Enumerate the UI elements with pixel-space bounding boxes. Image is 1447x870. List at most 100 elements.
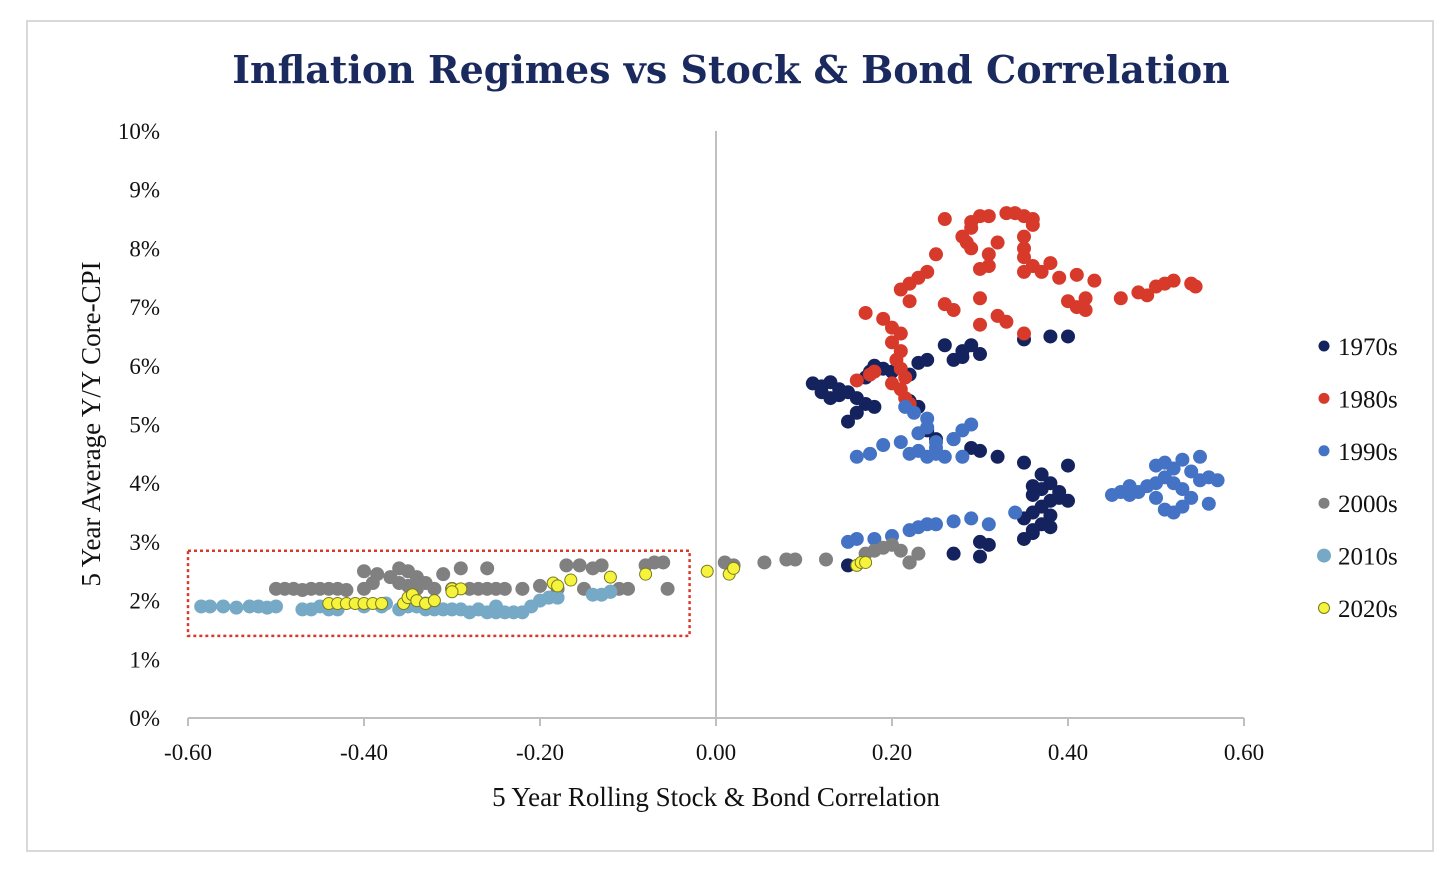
legend-marker	[1318, 392, 1330, 404]
data-point	[700, 564, 714, 578]
data-point	[1184, 464, 1199, 479]
data-point	[203, 599, 217, 614]
data-point	[1175, 499, 1190, 514]
data-point	[515, 581, 530, 596]
x-tick-label: 0.20	[872, 740, 912, 765]
y-tick-label: 2%	[129, 589, 160, 614]
data-point	[1017, 229, 1031, 244]
data-point	[990, 308, 1005, 323]
data-point	[1052, 485, 1067, 500]
data-point	[370, 567, 385, 582]
series-1990s	[841, 399, 1225, 549]
legend-marker	[1317, 548, 1331, 563]
data-point	[572, 558, 587, 573]
data-point	[1017, 250, 1031, 265]
data-point	[973, 317, 987, 332]
series-2020s	[322, 555, 873, 611]
data-point	[990, 235, 1005, 250]
data-point	[1052, 270, 1067, 285]
data-point	[867, 364, 882, 379]
data-point	[660, 581, 675, 596]
y-tick-label: 7%	[129, 295, 160, 320]
data-point	[1078, 303, 1093, 318]
data-point	[863, 446, 877, 461]
data-point	[911, 426, 926, 441]
data-point	[1201, 496, 1216, 511]
data-point	[656, 555, 671, 570]
data-point	[885, 335, 899, 350]
data-point	[964, 417, 979, 432]
data-point	[436, 567, 451, 582]
data-point	[858, 305, 873, 320]
x-axis-label: 5 Year Rolling Stock & Bond Correlation	[492, 782, 940, 812]
data-point	[497, 581, 512, 596]
data-point	[1087, 273, 1102, 288]
data-point	[893, 282, 908, 297]
data-point	[981, 209, 996, 224]
data-point	[1184, 490, 1199, 505]
data-point	[453, 561, 468, 576]
data-point	[1017, 264, 1031, 279]
data-point	[823, 391, 838, 406]
data-point	[964, 220, 979, 235]
y-tick-label: 6%	[129, 354, 160, 379]
legend-label: 2010s	[1338, 544, 1398, 571]
data-point	[375, 597, 389, 611]
data-point	[357, 564, 371, 579]
data-point	[849, 531, 864, 546]
data-point	[1061, 458, 1075, 473]
data-point	[885, 537, 899, 552]
data-point	[603, 584, 618, 599]
data-point	[902, 555, 917, 570]
chart-frame	[26, 20, 1434, 852]
data-point	[955, 349, 970, 364]
data-point	[1034, 264, 1049, 279]
data-point	[1166, 476, 1181, 491]
data-point	[902, 294, 917, 309]
y-tick-label: 1%	[129, 647, 160, 672]
data-point	[964, 241, 979, 256]
data-point	[1017, 326, 1031, 341]
data-point	[849, 373, 864, 388]
data-point	[559, 558, 574, 573]
y-tick-label: 8%	[129, 236, 160, 261]
x-tick-label: 0.60	[1224, 740, 1264, 765]
data-point	[859, 555, 873, 569]
data-point	[564, 573, 578, 587]
data-point	[1188, 279, 1203, 294]
data-point	[867, 531, 882, 546]
y-tick-label: 10%	[118, 119, 160, 144]
data-point	[893, 326, 908, 341]
chart-title: Inflation Regimes vs Stock & Bond Correl…	[232, 47, 1230, 92]
data-point	[1025, 523, 1040, 538]
data-point	[911, 546, 926, 561]
legend-marker	[1318, 445, 1330, 457]
data-point	[876, 311, 891, 326]
data-point	[269, 599, 283, 614]
data-point	[1043, 329, 1058, 344]
data-point	[964, 338, 979, 353]
data-point	[981, 537, 996, 552]
data-point	[1069, 267, 1084, 282]
data-point	[1034, 467, 1049, 482]
data-point	[489, 599, 503, 614]
data-point	[788, 552, 803, 567]
data-point	[533, 578, 547, 593]
x-tick-label: 0.00	[696, 740, 736, 765]
data-point	[937, 449, 952, 464]
data-point	[216, 599, 231, 614]
data-point	[1166, 461, 1181, 476]
data-point	[981, 517, 996, 532]
series-1980s	[849, 206, 1203, 411]
data-point	[929, 435, 943, 450]
data-point	[1017, 531, 1031, 546]
data-point	[867, 399, 882, 414]
y-tick-label: 9%	[129, 178, 160, 203]
data-point	[973, 443, 987, 458]
data-point	[907, 405, 921, 420]
legend-marker	[1318, 602, 1330, 614]
data-point	[1043, 256, 1058, 271]
data-point	[849, 405, 864, 420]
data-point	[849, 449, 864, 464]
